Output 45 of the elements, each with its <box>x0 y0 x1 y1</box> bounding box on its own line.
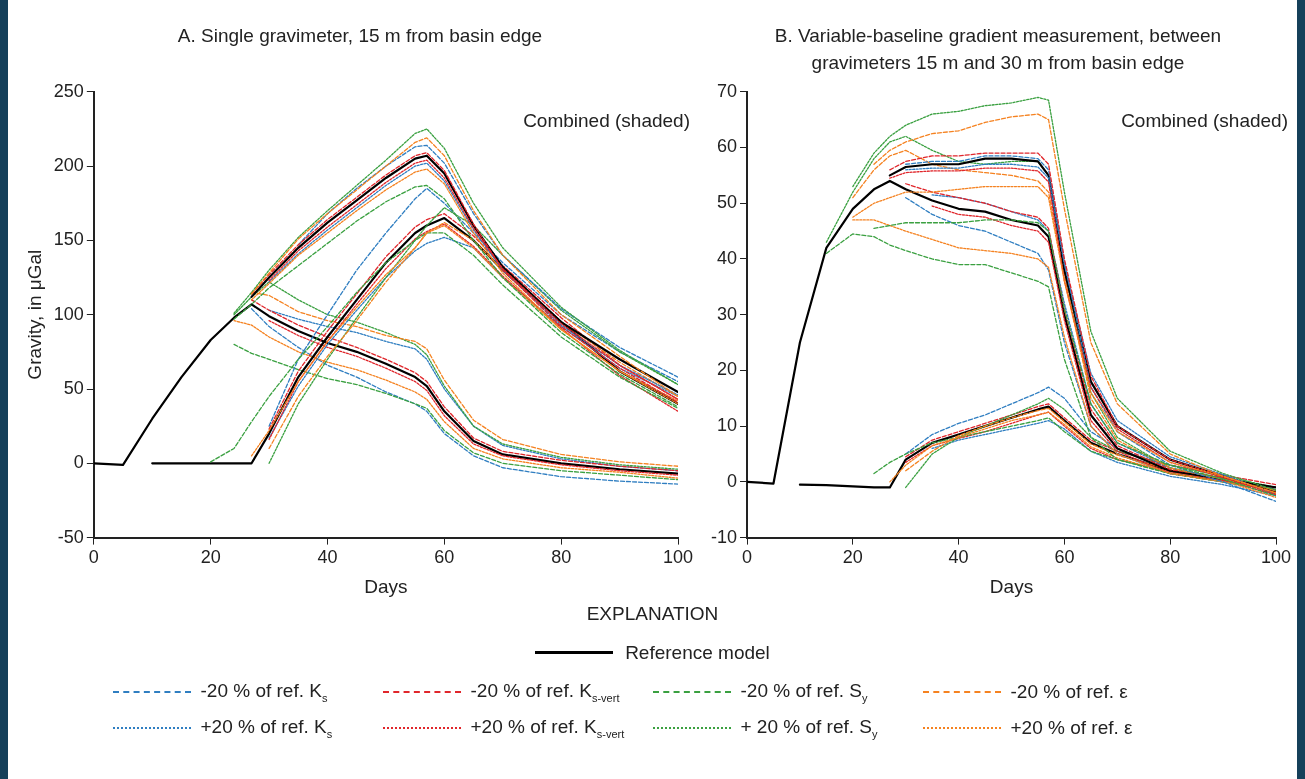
legend-label: -20 % of ref. S$_{y}$ <box>740 679 868 704</box>
legend-label: -20 % of ref. K$_{s}$ <box>200 679 328 704</box>
y-tick-label: -10 <box>711 526 738 547</box>
y-tick-label: 30 <box>716 303 738 324</box>
annotation: Combined (shaded) <box>1121 110 1288 132</box>
legend-title: EXPLANATION <box>585 603 720 625</box>
y-axis-title: Gravity, in μGal <box>23 249 45 380</box>
y-tick-label: 70 <box>716 80 738 101</box>
annotation: Combined (shaded) <box>523 110 690 132</box>
x-tick-label: 80 <box>1160 547 1181 568</box>
y-tick-label: 60 <box>716 136 738 157</box>
y-tick-label: 40 <box>716 247 738 268</box>
y-tick-label: 200 <box>53 155 84 176</box>
y-tick-label: 50 <box>716 192 738 213</box>
legend-label: + 20 % of ref. S$_{y}$ <box>740 715 878 740</box>
y-tick-label: 50 <box>63 377 84 398</box>
x-tick-label: 100 <box>1260 547 1292 568</box>
y-tick-label: 100 <box>53 303 84 324</box>
x-tick-label: 20 <box>200 547 221 568</box>
x-axis-title: Days <box>989 575 1034 597</box>
legend-label: -20 % of ref. ε <box>1010 680 1128 703</box>
y-tick-label: 20 <box>716 359 738 380</box>
x-tick-label: 0 <box>88 547 99 568</box>
chart-title: B. Variable-baseline gradient measurement, between gravimeters 15 m and 30 m from basin edge <box>773 24 1223 75</box>
x-tick-label: 60 <box>1054 547 1075 568</box>
y-tick-label: 150 <box>53 229 84 250</box>
x-tick-label: 80 <box>551 547 572 568</box>
x-tick-label: 0 <box>742 547 753 568</box>
x-tick-label: 40 <box>317 547 338 568</box>
x-tick-label: 60 <box>434 547 455 568</box>
legend-label: Reference model <box>625 641 770 664</box>
x-tick-label: 20 <box>842 547 863 568</box>
y-tick-label: 10 <box>716 415 738 436</box>
x-axis-title: Days <box>364 575 408 597</box>
legend-label: +20 % of ref. ε <box>1010 716 1133 739</box>
chart-title: A. Single gravimeter, 15 m from basin edge <box>176 24 544 48</box>
x-tick-label: 100 <box>662 547 694 568</box>
y-tick-label: 0 <box>727 470 738 491</box>
y-tick-label: 0 <box>73 452 84 473</box>
legend-label: +20 % of ref. K$_{s}$ <box>200 715 333 740</box>
y-tick-label: -50 <box>57 526 84 547</box>
y-tick-label: 250 <box>53 80 84 101</box>
legend-label: +20 % of ref. K$_{s-vert}$ <box>470 715 625 740</box>
legend-label: -20 % of ref. K$_{s-vert}$ <box>470 679 620 704</box>
x-tick-label: 40 <box>948 547 969 568</box>
